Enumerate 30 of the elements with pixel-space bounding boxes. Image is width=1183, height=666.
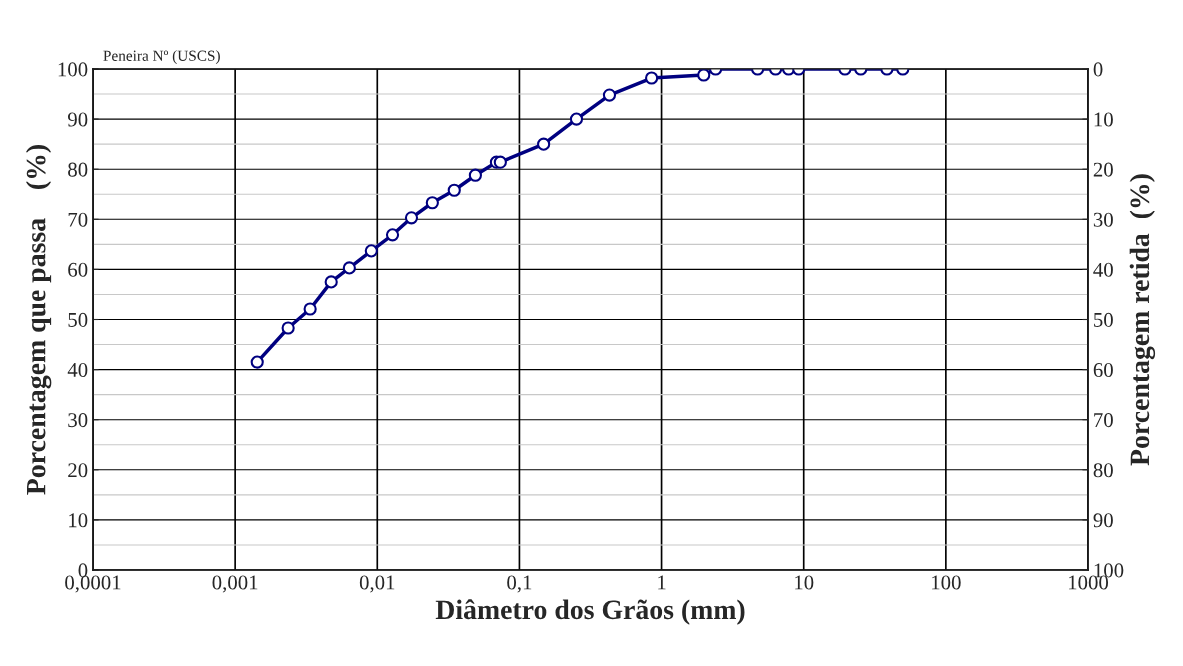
y-tick-label: 30 (68, 413, 88, 428)
y2-tick-label: 0 (1093, 62, 1103, 77)
y-tick-label: 60 (68, 262, 88, 277)
x-tick-label: 0,1 (507, 575, 532, 593)
y2-tick-label: 70 (1094, 413, 1113, 428)
y-tick-label: 50 (68, 312, 88, 327)
y-tick-label: 100 (58, 62, 88, 77)
y2-tick-label: 80 (1093, 463, 1113, 478)
y2-tick-label: 40 (1093, 262, 1113, 277)
x-tick-label: 0,001 (212, 575, 258, 593)
y2-tick-label: 60 (1093, 362, 1113, 378)
x-axis-title: Diâmetro dos Grãos (mm) (435, 599, 745, 625)
text: Peneira Nº (USCS) (103, 50, 220, 64)
x-tick-label: 100 (932, 575, 961, 590)
y-axis-title: Porcentagem que passa (%) (25, 145, 52, 495)
y2-tick-label: 30 (1093, 212, 1113, 227)
x-tick-label: 1 (658, 575, 666, 590)
y2-tick-label: 10 (1094, 112, 1113, 127)
y-tick-label: 20 (68, 463, 88, 478)
y-tick-label: 80 (68, 162, 88, 177)
y-tick-label: 10 (69, 513, 88, 528)
y2-tick-label: 90 (1093, 513, 1113, 528)
y-tick-label: 40 (67, 362, 88, 378)
y-tick-label: 90 (67, 112, 88, 127)
y2-axis-title: Porcentagem retida (%) (1129, 174, 1156, 466)
x-tick-label: 10 (795, 575, 814, 590)
y2-tick-label: 50 (1094, 312, 1113, 327)
y2-tick-label: 20 (1093, 162, 1113, 177)
x-tick-label: 0,01 (359, 575, 395, 593)
y-tick-label: 70 (68, 212, 88, 227)
